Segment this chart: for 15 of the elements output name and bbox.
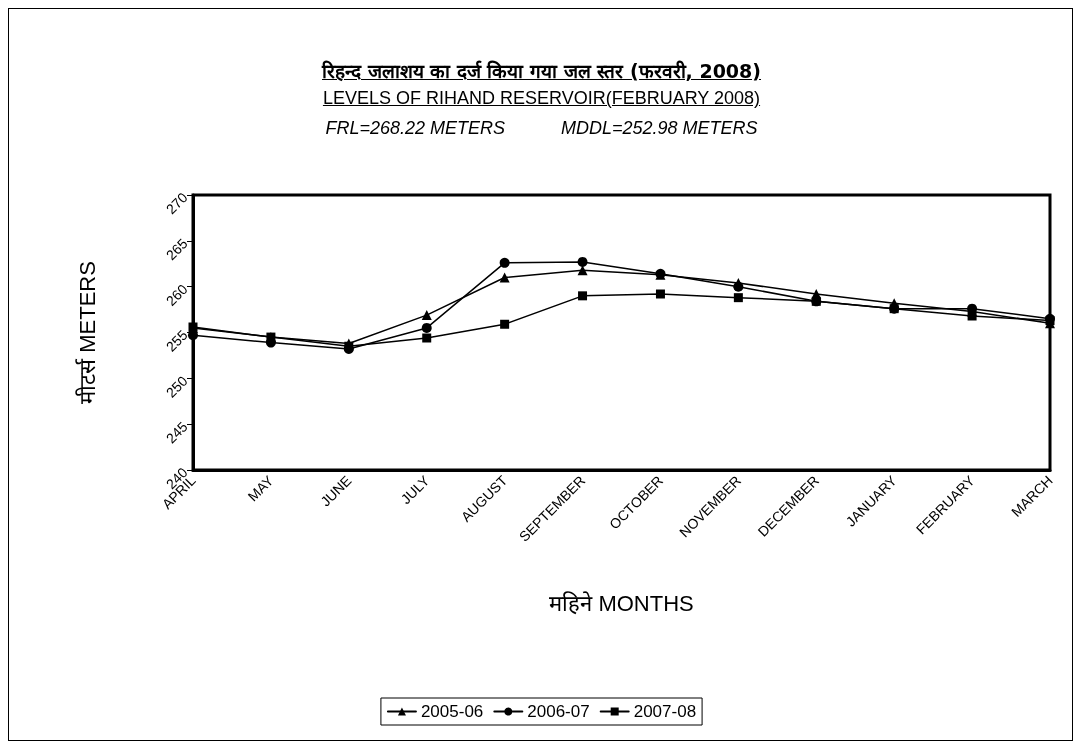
legend-label: 2005-06 — [420, 702, 484, 721]
legend-label: 2006-07 — [527, 702, 590, 721]
y-tick-label: 270 — [162, 189, 191, 218]
chart-subtitle: LEVELS OF RIHAND RESERVOIR(FEBRUARY 2008) — [321, 88, 762, 109]
y-tick-label: 255 — [162, 326, 191, 355]
text: FRL=268.22 METERS — [325, 118, 505, 139]
y-tick-label: 265 — [162, 235, 191, 263]
y-tick-label: 260 — [162, 280, 191, 309]
y-axis-title: मीटर्स METERS — [74, 261, 100, 404]
y-tick-label: 250 — [162, 372, 191, 401]
chart-title: रिहन्द जलाशय का दर्ज किया गया जल स्तर (फरवरी, 2008) — [320, 59, 762, 84]
x-axis-title: महिने MONTHS — [549, 590, 694, 616]
legend-label: 2007-08 — [633, 702, 697, 721]
y-tick-label: 245 — [162, 418, 191, 447]
text: MDDL=252.98 METERS — [561, 118, 758, 139]
